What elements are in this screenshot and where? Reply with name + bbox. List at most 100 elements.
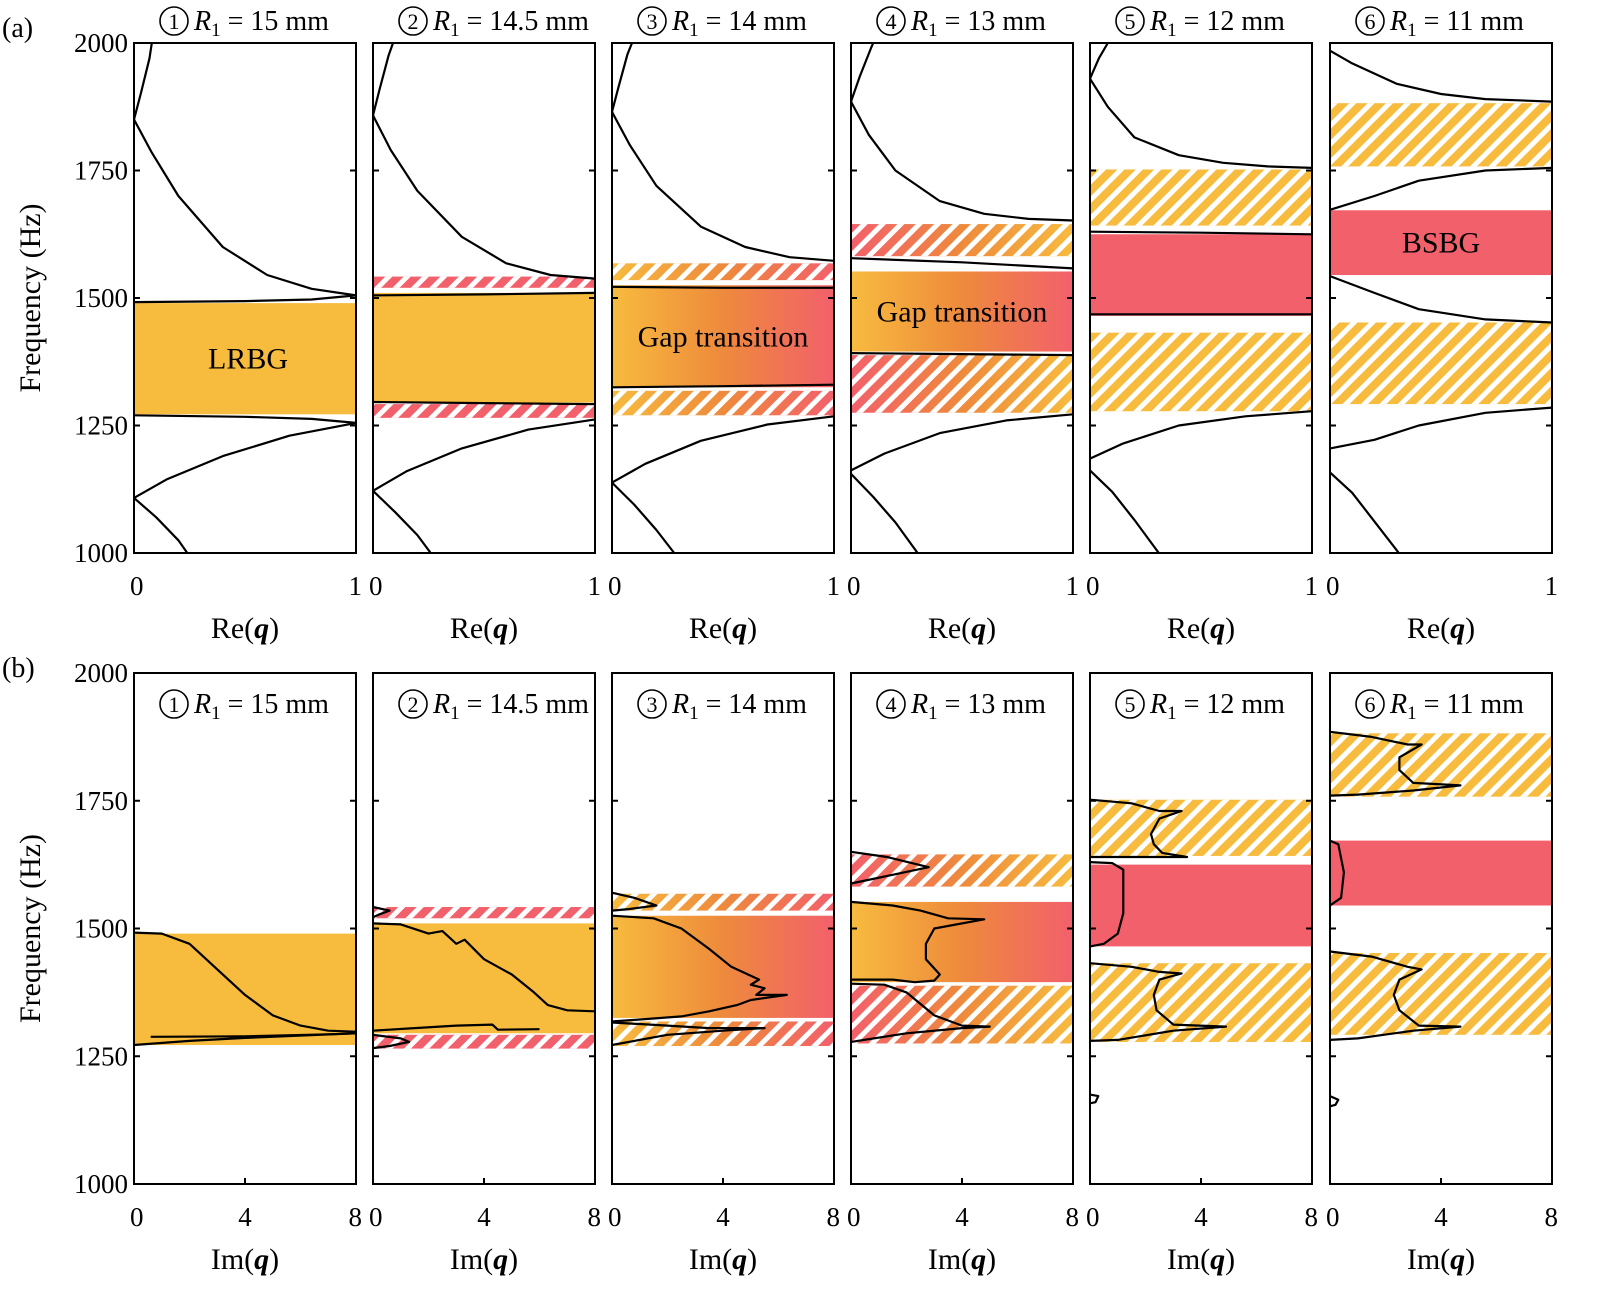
- panel-b-1: 0 4 8 Im(q) 1 R1 = 15 mm: [130, 672, 362, 1276]
- panel-b-6: 0 4 8 Im(q) 6 R1 = 11 mm: [1326, 672, 1559, 1276]
- gap-label: Gap transition: [877, 296, 1048, 329]
- circled-number-icon: [1355, 689, 1385, 719]
- panel-a-6: 0 1 Re(q) 6 R1 = 11 mm BSBG: [1326, 6, 1558, 645]
- panel-title: R1 = 12 mm: [1149, 689, 1285, 724]
- panel-number: 2: [408, 9, 419, 34]
- gap-label: LRBG: [208, 343, 288, 376]
- series-line: [850, 101, 1074, 222]
- x-tick-label: 0: [130, 571, 144, 601]
- x-axis-label: Re(q): [1167, 612, 1235, 645]
- panel-frame: [133, 672, 357, 1185]
- x-tick-label: 0: [1326, 571, 1340, 601]
- y-tick-label: 2000: [74, 658, 128, 688]
- x-tick-label: 8: [1066, 1202, 1080, 1232]
- panel-title: R1 = 11 mm: [1389, 6, 1524, 41]
- band-gap: [612, 915, 834, 1018]
- series-line: [1329, 1095, 1340, 1108]
- series-line: [1329, 406, 1553, 450]
- band-hatch-overlay: [373, 1034, 595, 1049]
- x-axis-label: Im(q): [1407, 1243, 1475, 1276]
- panel-number: 4: [886, 692, 897, 717]
- panel-title: R1 = 13 mm: [910, 6, 1046, 41]
- x-tick-label: 4: [238, 1202, 252, 1232]
- x-axis-label: Im(q): [211, 1243, 279, 1276]
- x-tick-label: 0: [1326, 1202, 1340, 1232]
- series-line: [1088, 42, 1109, 80]
- band-gap: [851, 271, 1073, 352]
- row-label-a: (a): [2, 13, 33, 44]
- series-line: [372, 114, 596, 280]
- band-hatch-overlay: [373, 907, 595, 919]
- x-tick-label: 4: [1434, 1202, 1448, 1232]
- panel-number: 6: [1365, 692, 1376, 717]
- x-axis-label: Re(q): [450, 612, 518, 645]
- series-line: [372, 1023, 540, 1032]
- panel-a-1: 0 1 Re(q) 1 R1 = 15 mm LRBG: [130, 6, 362, 645]
- x-tick-label: 0: [369, 1202, 383, 1232]
- series-line: [133, 118, 357, 297]
- x-tick-label: 0: [1086, 571, 1100, 601]
- series-line: [850, 900, 986, 984]
- circled-number-icon: [637, 689, 667, 719]
- x-tick-label: 8: [588, 1202, 602, 1232]
- x-axis-label: Im(q): [450, 1243, 518, 1276]
- panel-title: R1 = 14 mm: [671, 689, 807, 724]
- x-tick-label: 1: [1066, 571, 1080, 601]
- series-line: [850, 473, 919, 554]
- x-tick-label: 8: [1545, 1202, 1559, 1232]
- x-tick-label: 1: [827, 571, 841, 601]
- band-hatch-overlay: [1090, 332, 1312, 412]
- series-line: [1329, 950, 1462, 1041]
- row-label-b: (b): [2, 653, 35, 684]
- series-line: [1329, 471, 1400, 554]
- circled-number-icon: [1355, 6, 1385, 36]
- band-hatch-overlay: [1090, 963, 1312, 1042]
- series-line: [372, 490, 432, 554]
- band-gap: [134, 303, 356, 415]
- x-axis-label: Re(q): [689, 612, 757, 645]
- x-tick-label: 8: [827, 1202, 841, 1232]
- y-tick-label: 1750: [74, 156, 128, 186]
- band-gap: [612, 285, 834, 388]
- y-tick-label: 1500: [74, 283, 128, 313]
- panel-title: R1 = 15 mm: [193, 6, 329, 41]
- band-gap: [1330, 840, 1552, 906]
- series-line: [372, 1033, 411, 1050]
- band-gap: [851, 901, 1073, 983]
- x-tick-label: 4: [955, 1202, 969, 1232]
- series-line: [611, 383, 835, 389]
- x-tick-label: 0: [847, 1202, 861, 1232]
- panel-title: R1 = 11 mm: [1389, 689, 1524, 724]
- x-tick-label: 1: [1545, 571, 1559, 601]
- series-line: [133, 931, 357, 1033]
- panel-a-5: 0 1 Re(q) 5 R1 = 12 mm: [1086, 6, 1318, 645]
- x-axis-label: Im(q): [1167, 1243, 1235, 1276]
- series-line: [1089, 1093, 1100, 1105]
- series-line: [611, 891, 658, 912]
- y-tick-label: 1250: [74, 411, 128, 441]
- y-tick-label: 1000: [74, 1169, 128, 1199]
- circled-number-icon: [876, 6, 906, 36]
- x-tick-label: 4: [716, 1202, 730, 1232]
- series-line: [372, 905, 391, 919]
- series-line: [1329, 839, 1345, 907]
- circled-number-icon: [1115, 689, 1145, 719]
- y-tick-label: 1000: [74, 538, 128, 568]
- y-axis-label-b: Frequency (Hz): [14, 834, 47, 1023]
- series-line: [1329, 275, 1553, 324]
- band-hatch-overlay: [1330, 733, 1552, 797]
- panel-title: R1 = 14.5 mm: [432, 6, 589, 41]
- band-hatch-overlay: [373, 404, 595, 418]
- series-line: [133, 497, 189, 554]
- panel-number: 3: [647, 692, 658, 717]
- x-tick-label: 0: [369, 571, 383, 601]
- series-line: [133, 421, 357, 499]
- series-line: [372, 418, 596, 492]
- band-hatch-overlay: [1090, 169, 1312, 226]
- series-line: [850, 257, 1074, 270]
- series-line: [372, 922, 596, 1013]
- series-line: [850, 413, 1074, 472]
- band-hatch-overlay: [1330, 103, 1552, 167]
- x-tick-label: 0: [608, 1202, 622, 1232]
- band-gap: [134, 933, 356, 1046]
